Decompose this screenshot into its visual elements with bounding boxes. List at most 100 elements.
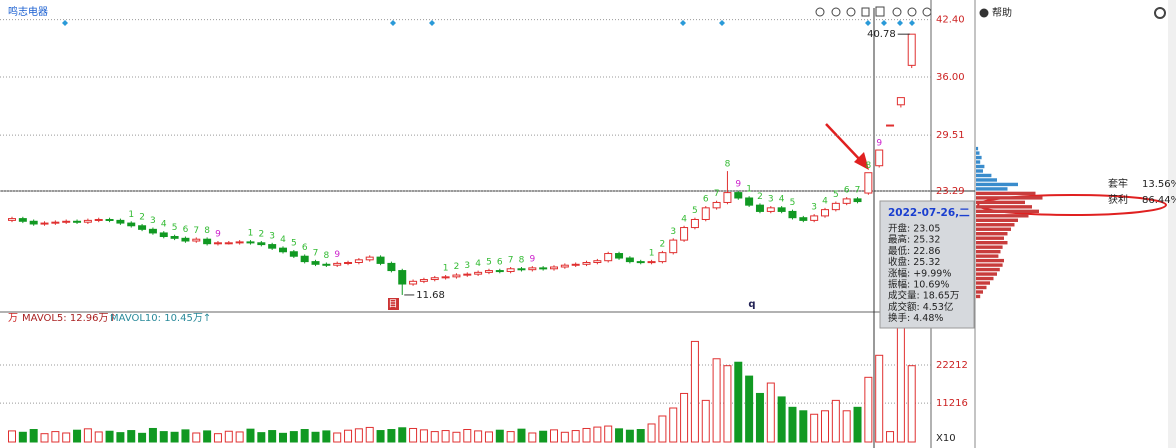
tool-icon[interactable] (846, 7, 856, 17)
chip-bar (976, 245, 1003, 249)
candle-body (376, 256, 385, 264)
candle-body (766, 207, 775, 212)
event-marker[interactable] (719, 20, 725, 26)
td-count: 4 (280, 235, 286, 245)
chip-bar (976, 258, 1004, 263)
volume-bar (636, 429, 645, 443)
event-marker[interactable] (390, 20, 396, 26)
candle-body (582, 262, 591, 265)
chip-bar (976, 276, 994, 281)
tool-icon[interactable] (892, 7, 902, 17)
volume-bar (51, 431, 60, 443)
candle-body (669, 239, 678, 254)
volume-bar (73, 429, 82, 443)
help-icon[interactable] (979, 8, 989, 18)
tooltip-row: 开盘: 23.05 (888, 223, 940, 235)
marker-label: q (748, 299, 755, 310)
event-marker[interactable] (680, 20, 686, 26)
event-marker[interactable] (897, 20, 903, 26)
volume-bar (452, 431, 461, 443)
volume-bar (29, 429, 38, 443)
candle-body (593, 260, 602, 264)
help-label[interactable]: 帮助 (992, 6, 1012, 19)
chip-bar (976, 249, 1001, 254)
candle-body (224, 242, 233, 245)
chip-bar (976, 290, 983, 294)
volume-bar (625, 429, 634, 443)
tool-icon[interactable] (861, 7, 870, 17)
td-count: 9 (735, 179, 741, 189)
volume-bar (506, 431, 515, 443)
td-count: 5 (833, 190, 839, 200)
event-marker[interactable] (429, 20, 435, 26)
tooltip-row: 振幅: 10.69% (888, 279, 949, 291)
event-marker[interactable] (881, 20, 887, 26)
candle-body (105, 218, 114, 221)
td-count: 8 (323, 251, 329, 261)
chip-bar (976, 160, 981, 164)
y-tick-label: 11216 (936, 398, 968, 409)
td-count: 2 (660, 239, 666, 249)
volume-bar (419, 429, 428, 443)
volume-bar (181, 429, 190, 443)
volume-bar (875, 354, 884, 443)
td-count: 3 (150, 216, 156, 226)
candle-body (365, 256, 374, 261)
legend-label: 套牢 (1108, 177, 1128, 190)
candle-body (311, 261, 320, 265)
candle-body (29, 220, 38, 225)
volume-bar (539, 430, 548, 443)
tool-icon[interactable] (875, 6, 885, 17)
volume-bar (766, 382, 775, 443)
volume-bar (354, 428, 363, 443)
volume-bar (658, 415, 667, 443)
candle-body (755, 204, 764, 212)
event-marker[interactable] (865, 20, 871, 26)
candle-body (181, 237, 190, 242)
td-count: 6 (844, 186, 850, 196)
td-count: 8 (204, 226, 210, 236)
volume-bar (289, 431, 298, 443)
candle-body (474, 271, 483, 275)
td-count: 7 (313, 248, 319, 258)
tool-icon[interactable] (831, 7, 841, 17)
candle-body (268, 244, 277, 249)
candle-body (235, 241, 244, 244)
scrollbar[interactable] (1168, 0, 1176, 448)
tool-icon[interactable] (907, 7, 917, 17)
volume-bar (896, 327, 905, 443)
chip-bar (976, 187, 1008, 191)
candle-body (734, 192, 743, 199)
volume-bar (94, 431, 103, 443)
candle-body (886, 124, 895, 127)
candle-body (539, 267, 548, 270)
volume-bar (560, 431, 569, 443)
legend-value: 13.56% (1142, 179, 1176, 190)
tool-icon[interactable] (815, 7, 825, 17)
volume-bar (701, 399, 710, 443)
candle-body (788, 210, 797, 219)
chip-bar (976, 232, 1008, 236)
volume-bar (224, 430, 233, 443)
candle-body (896, 97, 905, 106)
chip-bar (976, 272, 997, 276)
candle-body (875, 149, 884, 167)
chip-bar (976, 263, 1003, 267)
event-marker[interactable] (62, 20, 68, 26)
chip-bar (976, 196, 1043, 200)
legend-label: 获利 (1108, 194, 1128, 206)
td-count: 3 (768, 195, 774, 205)
td-count: 5 (486, 257, 492, 267)
volume-bar (159, 431, 168, 443)
volume-bar (788, 406, 797, 443)
tooltip-row: 收盘: 25.32 (888, 256, 940, 268)
candle-body (853, 198, 862, 203)
td-count: 4 (779, 195, 785, 205)
settings-icon[interactable] (1154, 7, 1166, 19)
event-marker[interactable] (909, 20, 915, 26)
td-count: 2 (454, 262, 460, 272)
volume-unit: 万 (8, 313, 18, 324)
chip-bar (976, 209, 1039, 214)
td-count: 6 (703, 195, 709, 205)
candle-body (203, 238, 212, 245)
